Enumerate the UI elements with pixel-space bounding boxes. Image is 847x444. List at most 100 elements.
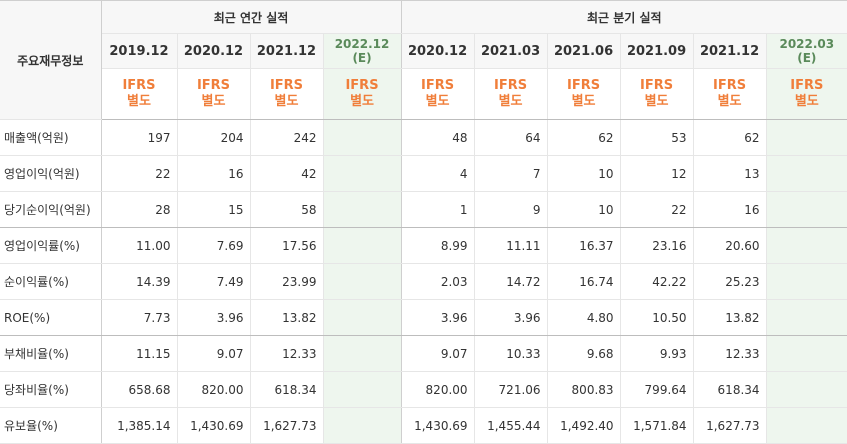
period-header: 2021.06 bbox=[547, 33, 621, 69]
quarter-estimate-cell bbox=[766, 155, 847, 192]
quarter-estimate-cell bbox=[766, 263, 847, 300]
metric-label: 영업이익률(%) bbox=[0, 227, 102, 264]
annual-value-cell: 820.00 bbox=[177, 371, 251, 408]
annual-value-cell: 7.73 bbox=[101, 299, 178, 336]
annual-estimate-cell bbox=[323, 227, 402, 264]
annual-value-cell: 58 bbox=[250, 191, 324, 228]
quarter-group-title[interactable]: 최근 분기 실적 bbox=[401, 0, 847, 34]
table-row: 유보율(%) 1,385.14 1,430.69 1,627.73 1,430.69 1,… bbox=[0, 407, 847, 444]
annual-group-title[interactable]: 최근 연간 실적 bbox=[101, 0, 402, 34]
quarter-value-cell: 25.23 bbox=[693, 263, 767, 300]
metric-label: 영업이익(억원) bbox=[0, 155, 102, 192]
table-row: 순이익률(%) 14.39 7.49 23.99 2.03 14.72 16.74 42.22… bbox=[0, 263, 847, 300]
annual-value-cell: 11.15 bbox=[101, 335, 178, 372]
period-header: 2021.03 bbox=[474, 33, 548, 69]
quarter-value-cell: 1,571.84 bbox=[620, 407, 694, 444]
quarter-value-cell: 721.06 bbox=[474, 371, 548, 408]
quarter-value-cell: 64 bbox=[474, 119, 548, 156]
period-header-estimate: 2022.03 (E) bbox=[766, 33, 847, 69]
quarter-value-cell: 10.33 bbox=[474, 335, 548, 372]
annual-value-cell: 16 bbox=[177, 155, 251, 192]
period-header: 2021.12 bbox=[250, 33, 324, 69]
period-header: 2020.12 bbox=[177, 33, 251, 69]
annual-estimate-cell bbox=[323, 119, 402, 156]
annual-estimate-cell bbox=[323, 407, 402, 444]
annual-value-cell: 3.96 bbox=[177, 299, 251, 336]
quarter-value-cell: 14.72 bbox=[474, 263, 548, 300]
annual-value-cell: 197 bbox=[101, 119, 178, 156]
metric-label: ROE(%) bbox=[0, 299, 102, 336]
quarter-value-cell: 20.60 bbox=[693, 227, 767, 264]
annual-value-cell: 9.07 bbox=[177, 335, 251, 372]
quarter-value-cell: 4.80 bbox=[547, 299, 621, 336]
metric-label: 부채비율(%) bbox=[0, 335, 102, 372]
quarter-value-cell: 3.96 bbox=[401, 299, 475, 336]
metric-label: 매출액(억원) bbox=[0, 119, 102, 156]
quarter-value-cell: 10 bbox=[547, 191, 621, 228]
accounting-standard-label: IFRS 별도 bbox=[401, 68, 475, 120]
quarter-estimate-cell bbox=[766, 191, 847, 228]
quarter-value-cell: 820.00 bbox=[401, 371, 475, 408]
quarter-value-cell: 9 bbox=[474, 191, 548, 228]
annual-value-cell: 1,430.69 bbox=[177, 407, 251, 444]
accounting-standard-label: IFRS 별도 bbox=[547, 68, 621, 120]
annual-value-cell: 28 bbox=[101, 191, 178, 228]
accounting-standard-label: IFRS 별도 bbox=[101, 68, 178, 120]
period-header: 2021.12 bbox=[693, 33, 767, 69]
period-header: 2021.09 bbox=[620, 33, 694, 69]
annual-value-cell: 11.00 bbox=[101, 227, 178, 264]
annual-value-cell: 12.33 bbox=[250, 335, 324, 372]
metric-label: 당좌비율(%) bbox=[0, 371, 102, 408]
annual-value-cell: 14.39 bbox=[101, 263, 178, 300]
quarter-value-cell: 1,455.44 bbox=[474, 407, 548, 444]
accounting-standard-label: IFRS 별도 bbox=[474, 68, 548, 120]
period-header: 2019.12 bbox=[101, 33, 178, 69]
quarter-value-cell: 16 bbox=[693, 191, 767, 228]
quarter-estimate-cell bbox=[766, 119, 847, 156]
table-body: 매출액(억원) 197 204 242 48 64 62 53 62 영업이익(억원) 22 16 42… bbox=[0, 119, 847, 444]
accounting-standard-label: IFRS 별도 bbox=[693, 68, 767, 120]
quarter-value-cell: 16.74 bbox=[547, 263, 621, 300]
period-header: 2020.12 bbox=[401, 33, 475, 69]
quarter-value-cell: 4 bbox=[401, 155, 475, 192]
annual-value-cell: 42 bbox=[250, 155, 324, 192]
quarter-value-cell: 22 bbox=[620, 191, 694, 228]
table-row: 영업이익률(%) 11.00 7.69 17.56 8.99 11.11 16.37 23.1… bbox=[0, 227, 847, 264]
period-header-estimate: 2022.12 (E) bbox=[323, 33, 402, 69]
table-row: ROE(%) 7.73 3.96 13.82 3.96 3.96 4.80 10.50 13.8… bbox=[0, 299, 847, 336]
quarter-estimate-cell bbox=[766, 371, 847, 408]
quarter-value-cell: 12.33 bbox=[693, 335, 767, 372]
annual-estimate-cell bbox=[323, 335, 402, 372]
annual-value-cell: 7.49 bbox=[177, 263, 251, 300]
quarter-estimate-cell bbox=[766, 299, 847, 336]
table-row: 영업이익(억원) 22 16 42 4 7 10 12 13 bbox=[0, 155, 847, 192]
quarter-value-cell: 53 bbox=[620, 119, 694, 156]
accounting-standard-label: IFRS 별도 bbox=[620, 68, 694, 120]
quarter-value-cell: 1,492.40 bbox=[547, 407, 621, 444]
annual-estimate-cell bbox=[323, 371, 402, 408]
annual-value-cell: 23.99 bbox=[250, 263, 324, 300]
quarter-value-cell: 62 bbox=[547, 119, 621, 156]
annual-value-cell: 15 bbox=[177, 191, 251, 228]
quarter-value-cell: 23.16 bbox=[620, 227, 694, 264]
quarter-estimate-cell bbox=[766, 335, 847, 372]
quarter-value-cell: 42.22 bbox=[620, 263, 694, 300]
quarter-value-cell: 10 bbox=[547, 155, 621, 192]
annual-value-cell: 204 bbox=[177, 119, 251, 156]
metric-label: 유보율(%) bbox=[0, 407, 102, 444]
annual-value-cell: 618.34 bbox=[250, 371, 324, 408]
annual-estimate-cell bbox=[323, 155, 402, 192]
metric-label: 순이익률(%) bbox=[0, 263, 102, 300]
row-header-label: 주요재무정보 bbox=[0, 0, 102, 120]
accounting-standard-label: IFRS 별도 bbox=[177, 68, 251, 120]
quarter-value-cell: 1,627.73 bbox=[693, 407, 767, 444]
quarter-value-cell: 12 bbox=[620, 155, 694, 192]
quarter-value-cell: 2.03 bbox=[401, 263, 475, 300]
quarter-value-cell: 48 bbox=[401, 119, 475, 156]
quarter-value-cell: 16.37 bbox=[547, 227, 621, 264]
annual-value-cell: 242 bbox=[250, 119, 324, 156]
quarter-value-cell: 9.68 bbox=[547, 335, 621, 372]
metric-label: 당기순이익(억원) bbox=[0, 191, 102, 228]
quarter-value-cell: 9.93 bbox=[620, 335, 694, 372]
